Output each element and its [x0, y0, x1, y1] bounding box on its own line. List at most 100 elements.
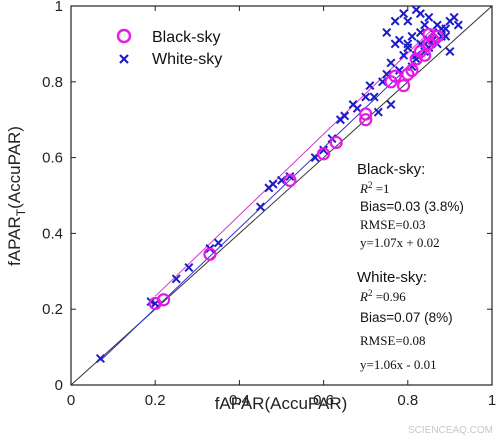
white-sky-point-stroke: [382, 69, 392, 79]
white-sky-point-stroke: [415, 28, 425, 38]
legend-black-sky-label: Black-sky: [152, 29, 220, 46]
black-sky-fit-line: [154, 24, 438, 297]
white-sky-point: [255, 202, 265, 212]
legend-white-sky-marker: [119, 54, 129, 64]
white-sky-point: [352, 103, 362, 113]
white-sky-point-stroke: [268, 179, 278, 189]
black-sky-point: [283, 173, 297, 187]
white-sky-point-stroke: [420, 20, 430, 30]
white-sky-point: [415, 9, 425, 19]
y-axis-title-tail: (AccuPAR): [5, 126, 24, 209]
white-sky-point: [213, 238, 223, 248]
black-sky-point: [413, 44, 428, 59]
x-tick-label: 0: [67, 392, 75, 409]
white-sky-point-stroke: [369, 92, 379, 102]
white-sky-point: [394, 35, 404, 45]
white-sky-equation: y=1.06x - 0.01: [360, 357, 437, 372]
white-sky-point-stroke: [95, 353, 105, 363]
white-sky-point: [361, 92, 371, 102]
white-sky-bias: Bias=0.07 (8%): [360, 310, 453, 325]
white-sky-point-stroke: [403, 39, 413, 49]
white-sky-point: [420, 20, 430, 30]
white-sky-point: [382, 28, 392, 38]
white-sky-point: [449, 12, 459, 22]
black-sky-point: [422, 27, 436, 42]
white-sky-point-stroke: [382, 28, 392, 38]
black-sky-point: [203, 247, 217, 261]
white-sky-point: [285, 172, 295, 182]
white-sky-point: [399, 9, 409, 19]
markers-layer: [95, 5, 463, 363]
watermark: SCIENCEAQ.COM: [408, 425, 493, 436]
black-sky-point: [157, 293, 171, 307]
white-sky-stats-title: White-sky:: [357, 269, 427, 286]
x-tick-label: 0.6: [313, 392, 334, 409]
white-sky-point-stroke: [445, 46, 455, 56]
y-tick-label: 1: [55, 0, 63, 15]
white-sky-point-stroke: [399, 50, 409, 60]
black-sky-equation: y=1.07x + 0.02: [360, 235, 440, 250]
white-sky-point-stroke: [184, 263, 194, 273]
white-sky-point: [171, 274, 181, 284]
white-sky-point-stroke: [411, 5, 421, 15]
white-sky-point-stroke: [432, 20, 442, 30]
y-tick-label: 0.6: [42, 150, 63, 167]
x-tick-label: 1: [488, 392, 496, 409]
x-tick-label: 0.4: [229, 392, 250, 409]
white-sky-point: [453, 20, 463, 30]
y-axis-title-subscript: T: [14, 208, 28, 216]
white-sky-point: [365, 81, 375, 91]
white-sky-point-stroke: [424, 12, 434, 22]
x-tick-label: 0.2: [145, 392, 166, 409]
white-sky-point-stroke: [361, 92, 371, 102]
white-sky-point-stroke: [285, 172, 295, 182]
white-sky-point-stroke: [394, 35, 404, 45]
white-sky-point-stroke: [386, 58, 396, 68]
white-sky-point-stroke: [386, 100, 396, 110]
y-tick-label: 0: [55, 377, 63, 394]
white-sky-point-stroke: [255, 202, 265, 212]
white-sky-fit-line: [100, 38, 438, 362]
white-sky-point: [390, 16, 400, 26]
white-sky-point-stroke: [415, 9, 425, 19]
white-sky-point: [424, 12, 434, 22]
y-axis-title-main: fAPAR: [5, 216, 24, 266]
black-sky-point: [317, 147, 331, 161]
ticks-layer: 0 0.2 0.4 0.6 0.8 1 0 0.2 0.4 0.6 0.8 1: [42, 0, 496, 409]
white-sky-point-stroke: [365, 81, 375, 91]
white-sky-point: [399, 50, 409, 60]
black-sky-point: [388, 69, 402, 83]
white-sky-point: [369, 92, 379, 102]
black-sky-bias: Bias=0.03 (3.8%): [360, 199, 464, 214]
white-sky-stats: White-sky: R2 =0.96 Bias=0.07 (8%) RMSE=…: [357, 269, 453, 372]
white-sky-point-stroke: [394, 65, 404, 75]
black-sky-stats-title: Black-sky:: [357, 161, 425, 178]
lines-layer: [70, 5, 493, 386]
x-tick-label: 0.8: [397, 392, 418, 409]
white-sky-point-stroke: [403, 16, 413, 26]
white-sky-point: [403, 39, 413, 49]
white-sky-point-stroke: [390, 16, 400, 26]
white-sky-point-stroke: [373, 107, 383, 117]
black-sky-point: [430, 29, 444, 43]
white-sky-point: [386, 100, 396, 110]
white-sky-point: [403, 16, 413, 26]
black-sky-point: [329, 135, 343, 150]
legend: Black-sky White-sky: [116, 28, 222, 68]
white-sky-point: [340, 111, 350, 121]
white-sky-point-stroke: [453, 20, 463, 30]
white-sky-point: [95, 353, 105, 363]
white-sky-point: [373, 107, 383, 117]
x-axis-title: fAPAR(AccuPAR): [215, 394, 348, 413]
y-tick-label: 0.8: [42, 74, 63, 91]
white-sky-point-stroke: [319, 145, 329, 155]
white-sky-point: [386, 58, 396, 68]
y-tick-label: 0.2: [42, 301, 63, 318]
white-sky-point: [319, 145, 329, 155]
white-sky-point-stroke: [340, 111, 350, 121]
white-sky-point: [268, 179, 278, 189]
legend-white-sky-label: White-sky: [152, 51, 222, 68]
black-sky-point: [359, 107, 373, 121]
white-sky-point-stroke: [449, 12, 459, 22]
